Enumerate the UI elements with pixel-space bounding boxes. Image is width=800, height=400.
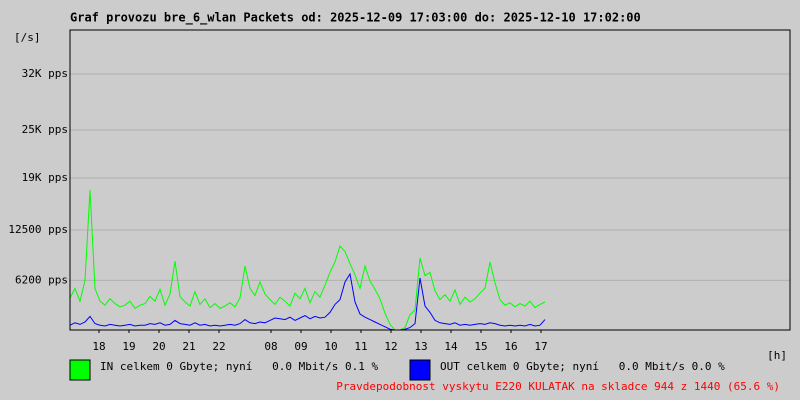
x-tick-label: 18 xyxy=(92,340,105,353)
x-unit: [h] xyxy=(767,349,787,362)
x-tick-label: 08 xyxy=(264,340,277,353)
x-tick-label: 22 xyxy=(212,340,225,353)
legend-label: IN celkem 0 Gbyte; nyní 0.0 Mbit/s 0.1 % xyxy=(100,360,379,373)
x-tick-label: 17 xyxy=(534,340,547,353)
x-tick-label: 15 xyxy=(474,340,487,353)
x-tick-label: 11 xyxy=(354,340,367,353)
x-tick-label: 21 xyxy=(182,340,195,353)
y-tick-label: 25K pps xyxy=(22,123,68,136)
y-unit: [/s] xyxy=(14,31,41,44)
plot-area xyxy=(69,29,791,331)
x-tick-label: 16 xyxy=(504,340,517,353)
legend-label: OUT celkem 0 Gbyte; nyní 0.0 Mbit/s 0.0 … xyxy=(440,360,725,373)
note: Pravdepodobnost vyskytu E220 KULATAK na … xyxy=(336,380,780,393)
x-tick-label: 12 xyxy=(384,340,397,353)
y-tick-label: 19K pps xyxy=(22,171,68,184)
series-line xyxy=(69,272,546,331)
x-tick-label: 13 xyxy=(414,340,427,353)
x-tick-label: 19 xyxy=(122,340,135,353)
y-tick-label: 32K pps xyxy=(22,67,68,80)
x-tick-label: 10 xyxy=(324,340,337,353)
x-tick-label: 09 xyxy=(294,340,307,353)
legend-swatch xyxy=(409,359,431,381)
chart-title: Graf provozu bre_6_wlan Packets od: 2025… xyxy=(70,11,641,26)
y-tick-label: 12500 pps xyxy=(8,223,68,236)
series-line xyxy=(69,189,546,331)
x-tick-label: 20 xyxy=(152,340,165,353)
y-tick-label: 6200 pps xyxy=(15,273,68,286)
x-tick-label: 14 xyxy=(444,340,458,353)
legend-swatch xyxy=(69,359,91,381)
